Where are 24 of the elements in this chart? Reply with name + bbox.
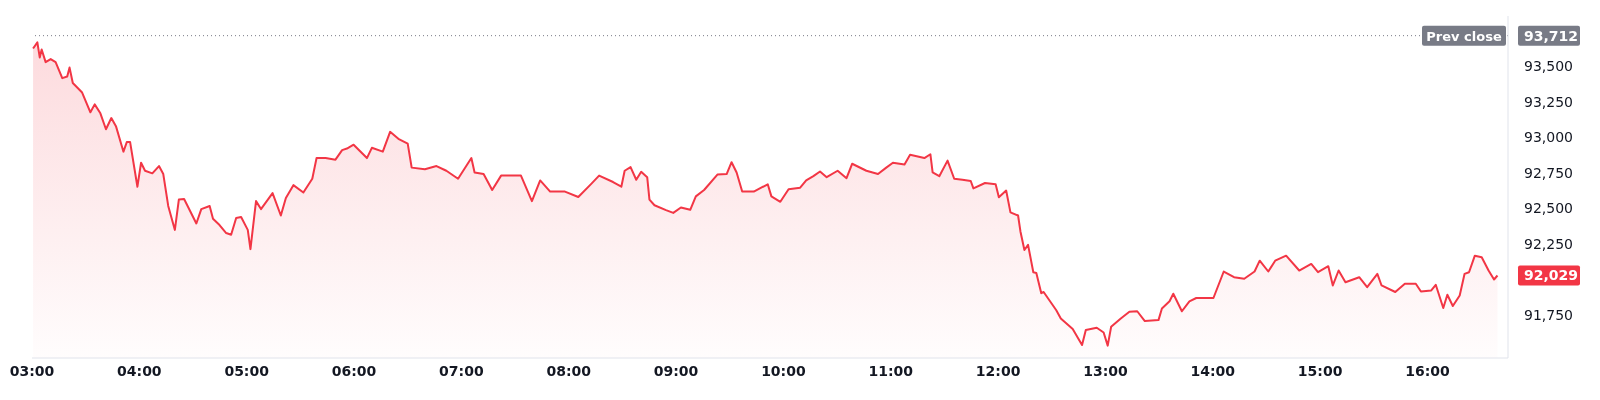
x-tick-label: 03:00: [9, 362, 55, 379]
x-tick-label: 14:00: [1190, 362, 1236, 379]
y-tick-label: 93,000: [1524, 129, 1573, 146]
x-tick-label: 04:00: [117, 362, 162, 379]
y-tick-label: 92,250: [1524, 236, 1573, 252]
y-tick-label: 92,029: [1524, 267, 1579, 284]
x-tick-label: 15:00: [1297, 362, 1343, 379]
x-tick-label: 09:00: [653, 362, 699, 379]
y-tick-label: 92,500: [1524, 200, 1573, 217]
y-tick-label: 93,712: [1524, 27, 1579, 44]
x-tick-label: 10:00: [761, 362, 806, 379]
y-tick-label: 93,500: [1524, 57, 1573, 74]
x-tick-label: 05:00: [224, 362, 270, 379]
y-tick-label: 91,750: [1524, 307, 1573, 324]
x-tick-label: 13:00: [1083, 362, 1128, 379]
x-tick-label: 11:00: [868, 362, 914, 379]
x-tick-label: 08:00: [546, 362, 592, 379]
x-tick-label: 12:00: [975, 362, 1021, 379]
x-tick-label: 06:00: [331, 362, 377, 379]
x-tick-label: 07:00: [439, 362, 484, 379]
y-tick-label: 92,750: [1524, 164, 1573, 181]
y-tick-label: 93,250: [1524, 93, 1573, 110]
x-tick-label: 16:00: [1405, 362, 1451, 379]
ref-line-label: Prev close: [1426, 28, 1502, 44]
